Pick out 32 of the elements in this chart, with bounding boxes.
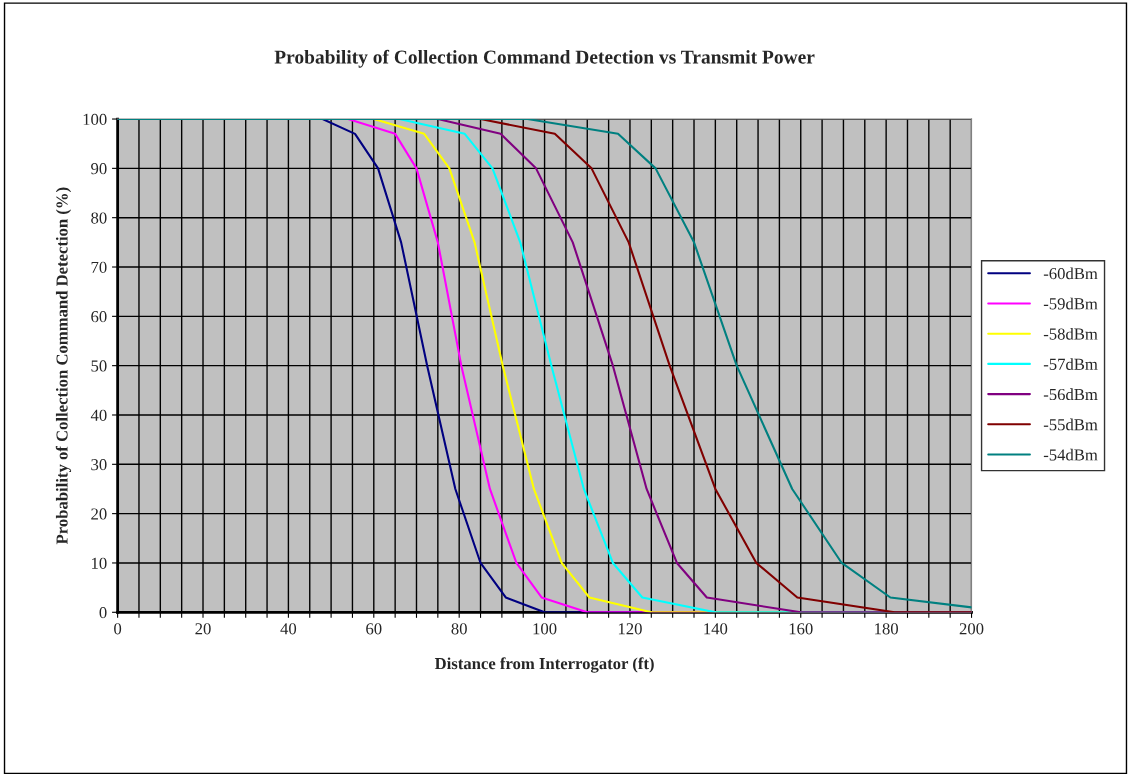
legend-label: -56dBm bbox=[1043, 388, 1098, 401]
y-tick-label: 20 bbox=[91, 508, 107, 520]
chart-title: Probability of Collection Command Detection vs Transmit Power bbox=[274, 49, 815, 68]
y-tick-label: 30 bbox=[91, 459, 107, 471]
y-tick-label: 60 bbox=[91, 311, 107, 323]
y-tick-label: 40 bbox=[90, 409, 107, 421]
x-tick-label: 20 bbox=[195, 623, 211, 635]
x-axis-title: Distance from Interrogator (ft) bbox=[434, 657, 654, 673]
y-tick-label: 80 bbox=[91, 212, 107, 224]
x-tick-label: 100 bbox=[533, 623, 557, 635]
x-tick-label: 40 bbox=[280, 623, 297, 635]
x-tick-label: 80 bbox=[451, 623, 467, 635]
x-tick-label: 160 bbox=[789, 623, 813, 635]
x-tick-label: 140 bbox=[704, 623, 728, 635]
legend-label: -58dBm bbox=[1043, 327, 1098, 340]
y-tick-label: 70 bbox=[91, 261, 107, 273]
y-tick-label: 100 bbox=[83, 113, 107, 125]
y-tick-label: 10 bbox=[92, 557, 107, 569]
x-tick-label: 0 bbox=[114, 623, 122, 635]
legend-label: -54dBm bbox=[1043, 448, 1098, 461]
y-axis-title: Probability of Collection Command Detection (%) bbox=[55, 187, 72, 545]
x-tick-label: 120 bbox=[618, 623, 642, 635]
legend-label: -55dBm bbox=[1043, 418, 1098, 431]
legend-label: -59dBm bbox=[1043, 297, 1098, 310]
y-tick-label: 50 bbox=[91, 360, 107, 372]
legend-label: -57dBm bbox=[1043, 358, 1098, 370]
x-tick-label: 200 bbox=[959, 623, 984, 635]
x-tick-label: 60 bbox=[366, 623, 382, 635]
y-tick-label: 90 bbox=[91, 163, 107, 175]
legend-label: -60dBm bbox=[1043, 267, 1098, 280]
y-tick-label: 0 bbox=[99, 606, 107, 619]
x-tick-label: 180 bbox=[875, 623, 898, 635]
